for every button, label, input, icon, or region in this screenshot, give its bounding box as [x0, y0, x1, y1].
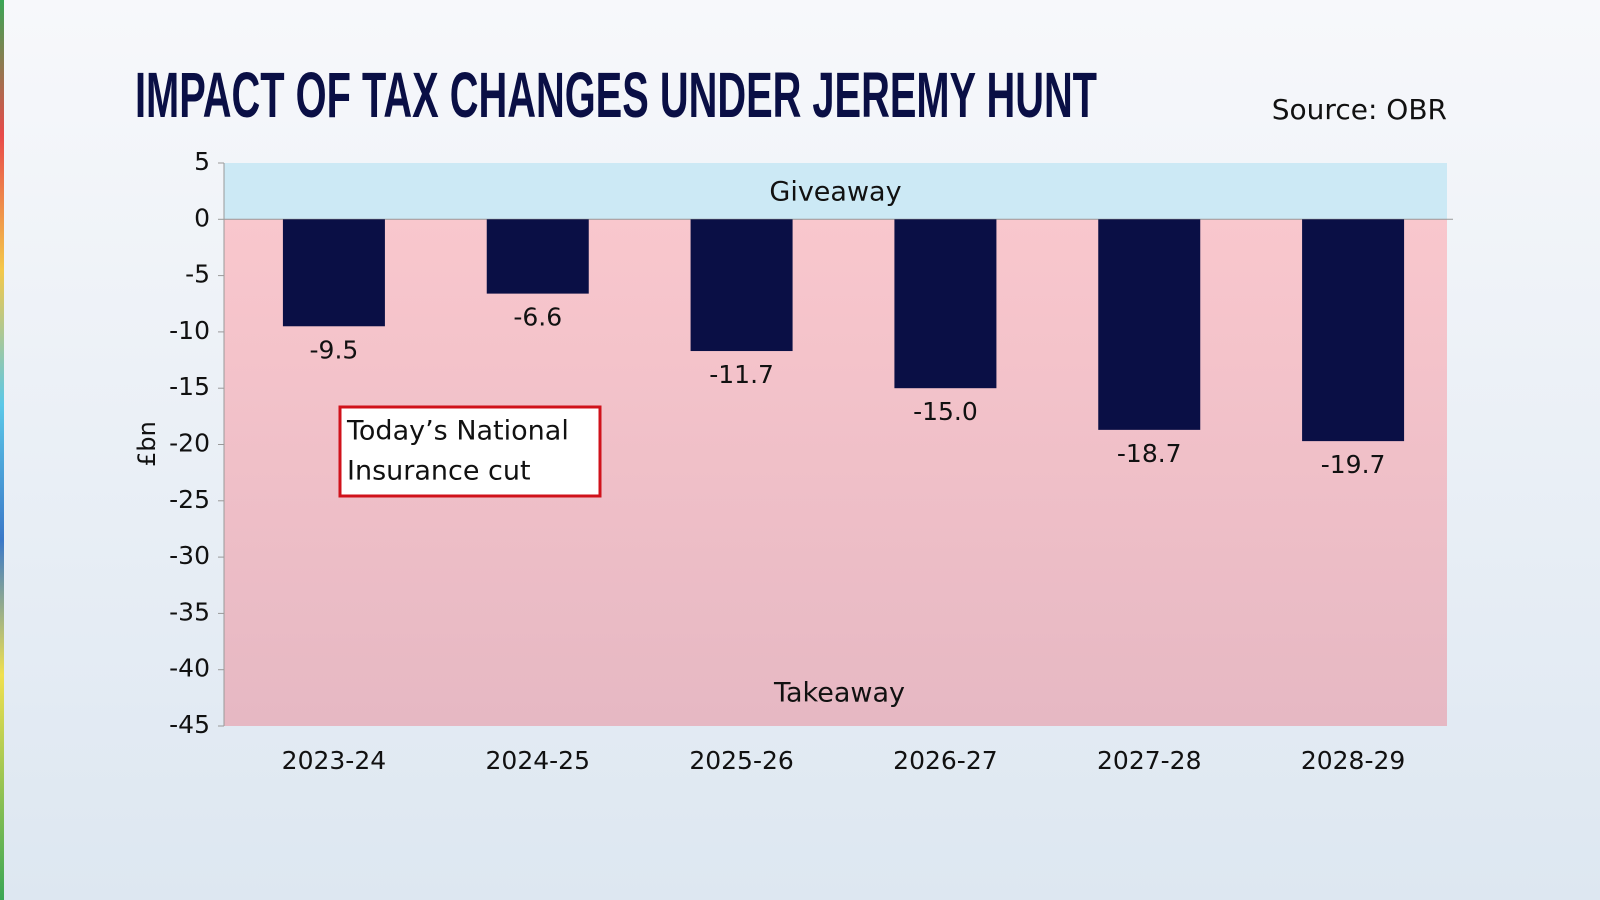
y-tick-label: -10 — [169, 316, 210, 345]
region-label: Giveaway — [769, 177, 901, 208]
bar — [690, 219, 793, 352]
value-label: -6.6 — [513, 303, 562, 332]
x-tick-label: 2027-28 — [1097, 746, 1201, 775]
y-tick-label: -30 — [169, 541, 210, 570]
bar — [486, 219, 589, 294]
bar — [282, 219, 385, 327]
bar — [1302, 219, 1405, 442]
source: Source: OBR — [1272, 93, 1447, 126]
x-tick-label: 2025-26 — [689, 746, 793, 775]
value-label: -18.7 — [1117, 439, 1182, 468]
note-text: Insurance cut — [347, 456, 531, 487]
y-tick-label: -20 — [169, 429, 210, 458]
y-tick-label: -15 — [169, 372, 210, 401]
value-label: -11.7 — [709, 360, 774, 389]
y-tick-label: -25 — [169, 485, 210, 514]
bar — [894, 219, 997, 389]
x-tick-label: 2028-29 — [1301, 746, 1405, 775]
bar — [1098, 219, 1201, 430]
giveaway-region — [224, 163, 1447, 220]
y-tick-label: -45 — [169, 710, 210, 739]
y-tick-label: -40 — [169, 654, 210, 683]
y-axis-label: £bn — [133, 421, 161, 467]
value-label: -15.0 — [913, 397, 978, 426]
y-tick-label: 0 — [194, 203, 210, 232]
value-label: -19.7 — [1321, 450, 1386, 479]
y-tick-label: 5 — [194, 147, 210, 176]
chart-title: IMPACT OF TAX CHANGES UNDER JEREMY HUNT — [135, 59, 1097, 131]
edge-stripe — [0, 0, 4, 900]
y-tick-label: -35 — [169, 597, 210, 626]
value-label: -9.5 — [310, 335, 359, 364]
x-tick-label: 2026-27 — [893, 746, 997, 775]
x-tick-label: 2024-25 — [486, 746, 590, 775]
note-text: Today’s National — [346, 416, 569, 447]
y-tick-label: -5 — [185, 260, 210, 289]
x-tick-label: 2023-24 — [282, 746, 386, 775]
note-box — [338, 405, 602, 498]
region-label: Takeaway — [773, 678, 905, 709]
